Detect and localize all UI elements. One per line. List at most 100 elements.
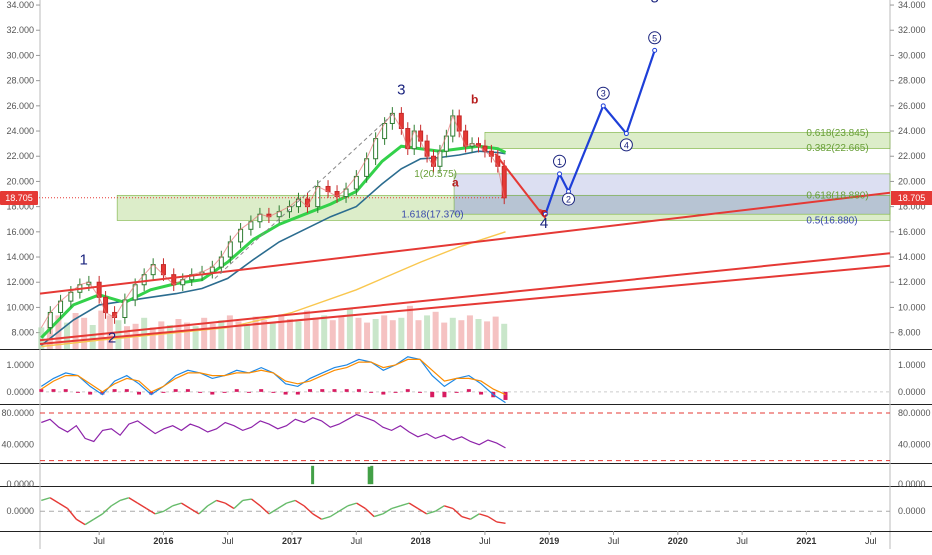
signal-tick-label-right: 0.0000 bbox=[898, 479, 926, 489]
volume-bar bbox=[244, 325, 251, 349]
macd-histogram-bar bbox=[222, 391, 227, 393]
macd-histogram-bar bbox=[454, 391, 459, 393]
oscillator-segment bbox=[400, 502, 410, 507]
y-tick-label-right: 8.000 bbox=[898, 328, 921, 338]
volume-bar bbox=[235, 321, 242, 349]
oscillator-segment bbox=[172, 502, 182, 507]
wave-node bbox=[557, 171, 563, 177]
y-tick-label-right: 14.000 bbox=[898, 252, 926, 262]
macd-histogram-bar bbox=[75, 391, 80, 393]
wave-node bbox=[652, 47, 658, 53]
macd-line bbox=[40, 356, 506, 404]
volume-bar bbox=[98, 310, 105, 349]
macd-histogram-bar bbox=[393, 391, 398, 393]
y-tick-label-left: 8.000 bbox=[11, 328, 34, 338]
macd-histogram-bar bbox=[344, 389, 349, 392]
y-tick-label-left: 24.000 bbox=[6, 126, 34, 136]
oscillator-segment bbox=[233, 499, 244, 510]
macd-histogram-bar bbox=[234, 389, 239, 392]
pane-2 bbox=[0, 405, 932, 463]
x-tick-label: Jul bbox=[865, 536, 877, 546]
wave-circle-label: 5 bbox=[652, 33, 657, 43]
fib-level-label: 1(20.575) bbox=[414, 169, 457, 180]
volume-bar bbox=[372, 319, 379, 349]
dashed-channel bbox=[214, 111, 396, 279]
macd-histogram-bar bbox=[283, 391, 288, 395]
volume-bar bbox=[115, 320, 122, 349]
macd-histogram-bar bbox=[246, 391, 251, 393]
wave-text-label: 3 bbox=[397, 81, 405, 98]
y-tick-label-right: 34.000 bbox=[898, 0, 926, 10]
oscillator-segment bbox=[189, 507, 200, 515]
volume-bar bbox=[184, 322, 191, 349]
macd-histogram-bar bbox=[320, 389, 325, 392]
price-line bbox=[40, 112, 505, 328]
volume-bar bbox=[304, 310, 311, 349]
oscillator-segment bbox=[417, 507, 428, 515]
wave-circle-label: 2 bbox=[566, 195, 571, 205]
oscillator-segment bbox=[119, 497, 130, 502]
volume-bar bbox=[269, 322, 276, 349]
volume-bar bbox=[64, 322, 71, 349]
x-tick-label: 2016 bbox=[153, 536, 173, 546]
wave-circle bbox=[619, 138, 633, 152]
y-tick-label-right: 18.000 bbox=[898, 202, 926, 212]
y-tick-label-left: 22.000 bbox=[6, 151, 34, 161]
macd-histogram-bar bbox=[137, 391, 142, 395]
oscillator-segment bbox=[303, 505, 314, 515]
x-tick-label: 2017 bbox=[282, 536, 302, 546]
fib-level-label: 0.618(18.880) bbox=[806, 191, 868, 202]
y-tick-label-left: 20.000 bbox=[6, 176, 34, 186]
volume-bar bbox=[218, 320, 225, 349]
oscillator-segment bbox=[356, 502, 366, 510]
oscillator-segment bbox=[207, 499, 217, 507]
y-tick-label-left: 34.000 bbox=[6, 0, 34, 10]
volume-bar bbox=[484, 321, 491, 349]
oscillator-segment bbox=[312, 513, 322, 520]
oscillator-segment bbox=[408, 502, 419, 510]
oscillator-segment bbox=[93, 513, 103, 520]
volume-bar bbox=[389, 320, 396, 349]
x-tick-label: 2019 bbox=[539, 536, 559, 546]
fib-level-label: 1.618(17.370) bbox=[401, 210, 463, 221]
wave-text-label: 4 bbox=[540, 215, 548, 232]
y-tick-label-right: 26.000 bbox=[898, 101, 926, 111]
oscillator-segment bbox=[487, 515, 498, 523]
macd-histogram-bar bbox=[112, 389, 117, 392]
wave-text-label: a bbox=[452, 175, 459, 189]
x-tick-label: Jul bbox=[222, 536, 234, 546]
macd-histogram-bar bbox=[430, 391, 435, 398]
osc-tick-label-right: 0.0000 bbox=[898, 506, 926, 516]
wave-circle-label: 1 bbox=[557, 157, 562, 167]
oscillator-segment bbox=[391, 505, 401, 510]
y-tick-label-left: 26.000 bbox=[6, 101, 34, 111]
rsi-line bbox=[41, 413, 506, 449]
oscillator-segment bbox=[268, 507, 279, 515]
oscillator-segment bbox=[294, 499, 305, 507]
rsi-tick-label-right: 40.0000 bbox=[898, 440, 931, 450]
volume-bar bbox=[226, 315, 233, 349]
macd-histogram-bar bbox=[332, 389, 337, 392]
oscillator-segment bbox=[382, 507, 393, 515]
fib-level-label: 0.382(22.665) bbox=[806, 143, 868, 154]
oscillator-segment bbox=[479, 513, 489, 518]
fib-level-label: 0.618(23.845) bbox=[806, 128, 868, 139]
volume-bar bbox=[424, 315, 431, 349]
macd-histogram-bar bbox=[369, 391, 374, 393]
volume-bar bbox=[355, 317, 362, 349]
oscillator-segment bbox=[198, 505, 209, 515]
oscillator-segment bbox=[259, 505, 270, 515]
volume-bar bbox=[449, 317, 456, 349]
signal-spike bbox=[367, 466, 371, 485]
volume-bar bbox=[252, 316, 259, 349]
oscillator-segment bbox=[338, 505, 349, 512]
macd-histogram-bar bbox=[173, 389, 178, 392]
oscillator-segment bbox=[84, 518, 95, 526]
macd-histogram-bar bbox=[503, 391, 508, 400]
volume-bar bbox=[149, 327, 156, 349]
volume-bar bbox=[321, 315, 328, 349]
fib-level-label: 0.5(16.880) bbox=[806, 216, 857, 227]
oscillator-segment bbox=[277, 502, 287, 510]
